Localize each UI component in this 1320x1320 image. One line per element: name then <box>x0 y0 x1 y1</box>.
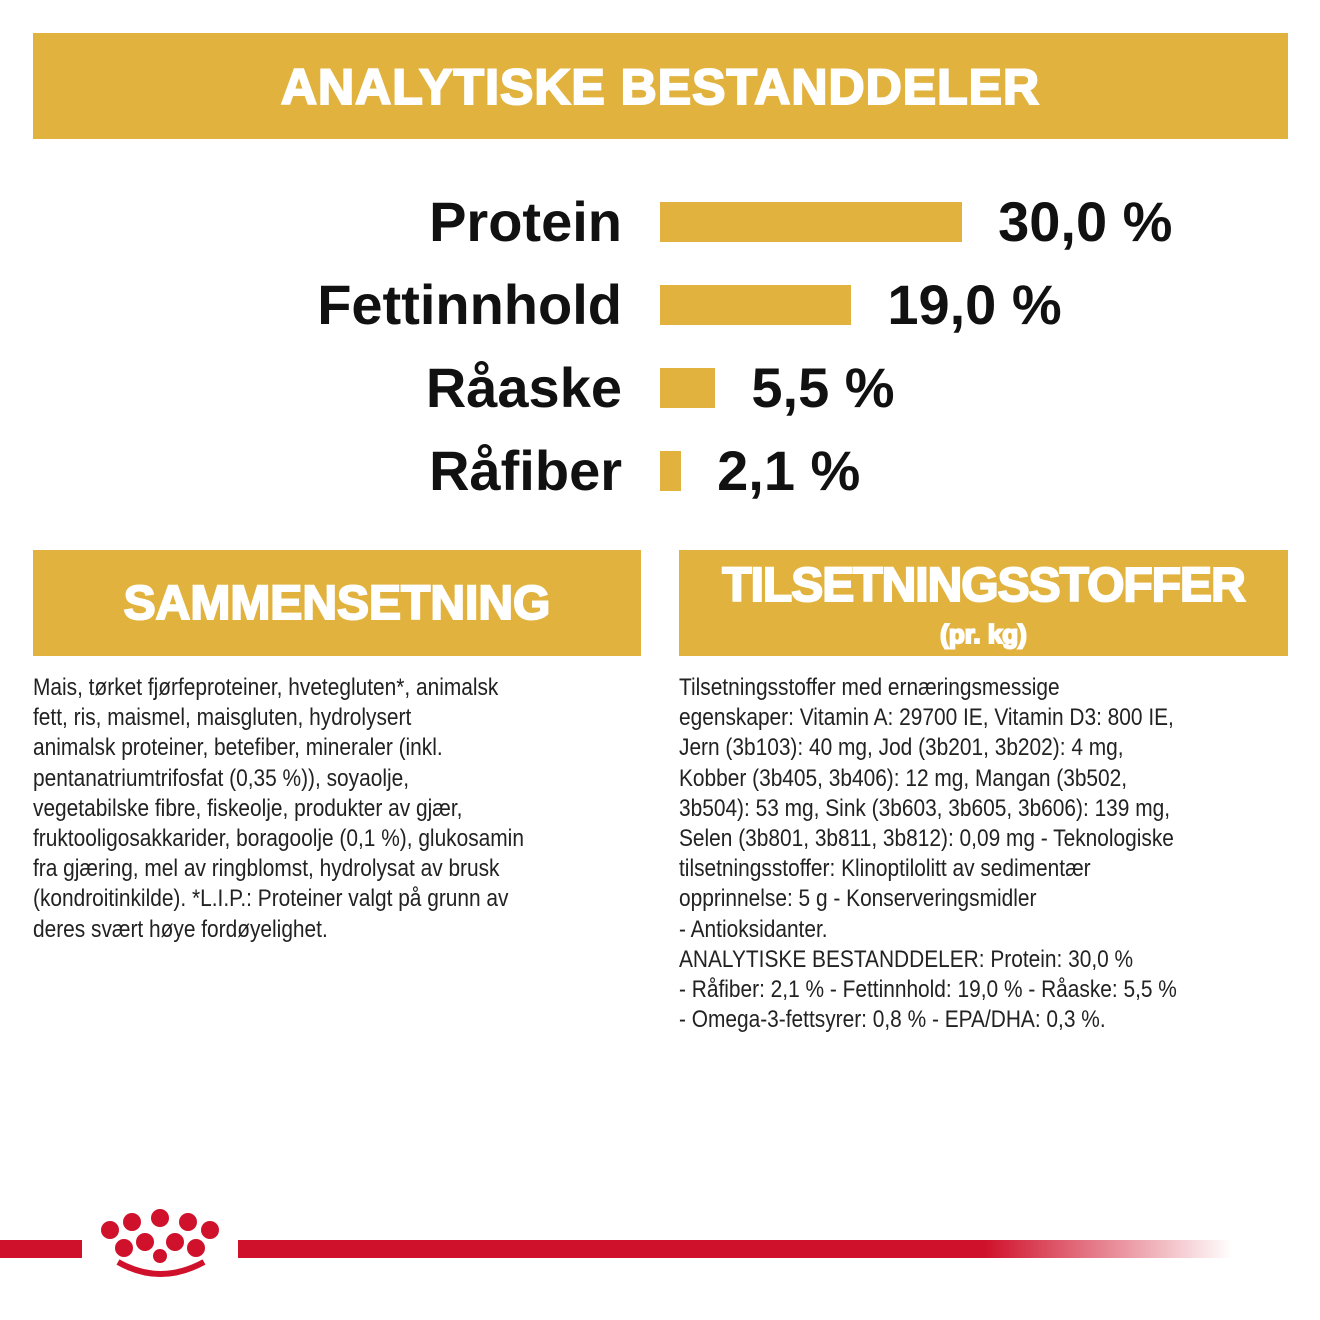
additives-text: - Antioksidanter. <box>679 915 828 943</box>
additives-text: ANALYTISKE BESTANDDELER: Protein: 30,0 % <box>679 945 1134 973</box>
value-label: 30,0 % <box>998 190 1173 253</box>
additives-title: TILSETNINGSSTOFFER <box>721 558 1246 613</box>
additives-text: egenskaper: Vitamin A: 29700 IE, Vitamin… <box>679 704 1174 732</box>
additives-text: Jern (3b103): 40 mg, Jod (3b201, 3b202):… <box>679 734 1124 762</box>
additives-text: Kobber (3b405, 3b406): 12 mg, Mangan (3b… <box>679 764 1128 792</box>
additives-text: opprinnelse: 5 g - Konserveringsmidler <box>679 885 1037 913</box>
composition-text: vegetabilske fibre, fiskeolje, produkter… <box>33 794 463 822</box>
composition-title: SAMMENSETNING <box>123 576 552 631</box>
composition-text: pentanatriumtrifosfat (0,35 %)), soyaolj… <box>33 764 410 792</box>
composition-band <box>33 550 641 656</box>
composition-text: animalsk proteiner, betefiber, mineraler… <box>33 734 443 762</box>
category-label: Protein <box>429 190 622 253</box>
header-title: ANALYTISKE BESTANDDELER <box>280 58 1041 116</box>
value-label: 5,5 % <box>751 356 895 419</box>
composition-text: fett, ris, maismel, maisgluten, hydrolys… <box>33 704 412 732</box>
bar <box>660 285 852 325</box>
composition-text: (kondroitinkilde). *L.I.P.: Proteiner va… <box>33 885 509 913</box>
bar <box>660 451 682 491</box>
composition-text: fra gjæring, mel av ringblomst, hydrolys… <box>33 855 500 883</box>
additives-band <box>679 550 1288 656</box>
additives-text: - Omega-3-fettsyrer: 0,8 % - EPA/DHA: 0,… <box>679 1006 1106 1034</box>
bar <box>660 368 716 408</box>
category-label: Fettinnhold <box>317 273 622 336</box>
additives-text: Selen (3b801, 3b811, 3b812): 0,09 mg - T… <box>679 825 1174 852</box>
value-label: 2,1 % <box>717 439 861 502</box>
composition-text: Mais, tørket fjørfeproteiner, hveteglute… <box>33 674 499 701</box>
value-label: 19,0 % <box>887 273 1062 336</box>
additives-subtitle: (pr. kg) <box>939 618 1028 650</box>
bar <box>660 202 963 242</box>
additives-text: Tilsetningsstoffer med ernæringsmessige <box>679 674 1060 701</box>
category-label: Råfiber <box>429 439 622 502</box>
composition-text: fruktooligosakkarider, boragoolje (0,1 %… <box>33 825 524 852</box>
category-label: Råaske <box>425 356 622 419</box>
additives-text: tilsetningsstoffer: Klinoptilolitt av se… <box>679 855 1091 883</box>
additives-text: 3b504): 53 mg, Sink (3b603, 3b605, 3b606… <box>679 794 1171 822</box>
additives-text: - Råfiber: 2,1 % - Fettinnhold: 19,0 % -… <box>679 976 1177 1003</box>
composition-text: deres svært høye fordøyelighet. <box>33 915 328 943</box>
brand-footer <box>0 1209 1233 1277</box>
header-band <box>33 33 1288 139</box>
